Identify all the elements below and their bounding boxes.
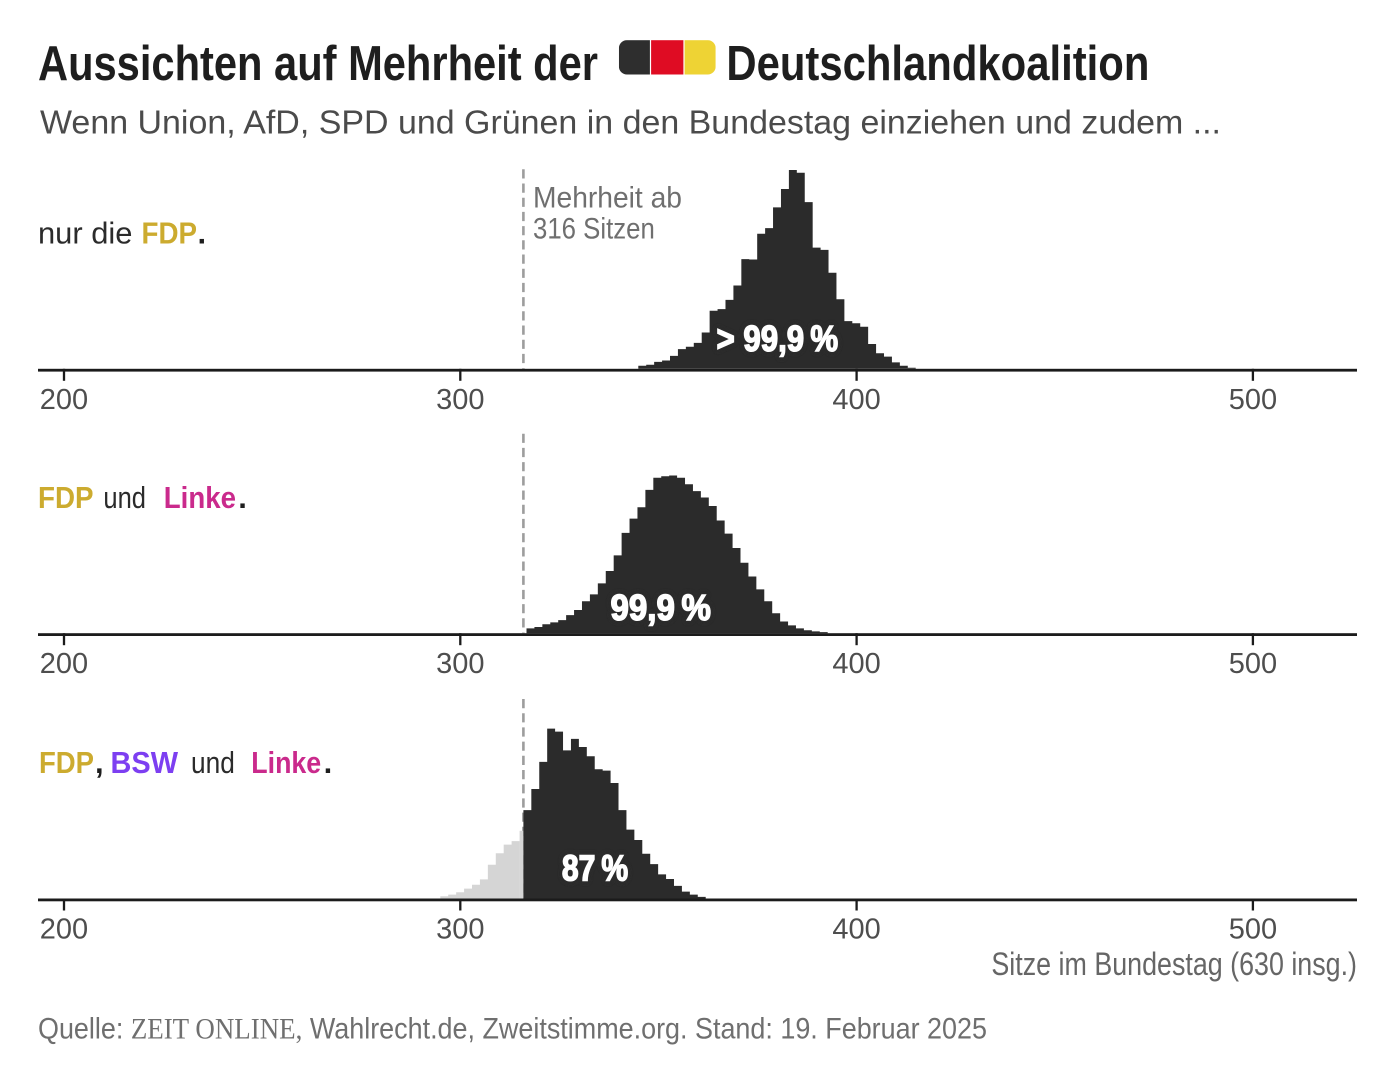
svg-text:.: . [198, 216, 207, 251]
svg-text:400: 400 [832, 384, 880, 416]
svg-text:200: 200 [40, 648, 88, 680]
svg-text:Quelle: ZEIT ONLINE, Wahlrecht: Quelle: ZEIT ONLINE, Wahlrecht.de, Zweit… [38, 1012, 987, 1045]
svg-text:FDP: FDP [142, 216, 198, 251]
svg-text:> 99,9 %: > 99,9 % [716, 318, 838, 359]
svg-text:Sitze im Bundestag (630 insg.): Sitze im Bundestag (630 insg.) [991, 946, 1357, 982]
svg-text:FDP: FDP [39, 745, 94, 780]
svg-text:87 %: 87 % [562, 848, 628, 889]
svg-text:400: 400 [832, 648, 880, 680]
svg-text:316 Sitzen: 316 Sitzen [533, 213, 655, 246]
svg-text:nur die: nur die [38, 216, 133, 251]
svg-text:Linke: Linke [164, 480, 236, 515]
svg-text:400: 400 [832, 914, 880, 946]
svg-text:300: 300 [436, 384, 484, 416]
svg-text:200: 200 [40, 914, 88, 946]
svg-text:Linke: Linke [251, 745, 321, 780]
svg-text:99,9 %: 99,9 % [611, 587, 711, 628]
svg-text:> 99,9 %: > 99,9 % [716, 318, 838, 359]
svg-text:,: , [95, 745, 104, 780]
svg-text:87 %: 87 % [562, 848, 628, 889]
svg-text:Deutschlandkoalition: Deutschlandkoalition [726, 37, 1149, 91]
svg-text:Mehrheit ab: Mehrheit ab [533, 182, 682, 215]
svg-text:BSW: BSW [111, 745, 179, 780]
svg-text:300: 300 [436, 648, 484, 680]
svg-text:200: 200 [40, 384, 88, 416]
svg-text:500: 500 [1229, 914, 1277, 946]
svg-text:Wenn Union, AfD, SPD und Grüne: Wenn Union, AfD, SPD und Grünen in den B… [40, 104, 1221, 141]
svg-text:Aussichten auf Mehrheit der: Aussichten auf Mehrheit der [38, 37, 598, 91]
svg-text:99,9 %: 99,9 % [611, 587, 711, 628]
svg-text:.: . [238, 480, 247, 515]
svg-text:.: . [324, 745, 333, 780]
svg-text:und: und [191, 745, 235, 780]
svg-text:300: 300 [436, 914, 484, 946]
svg-text:500: 500 [1229, 648, 1277, 680]
svg-text:FDP: FDP [38, 480, 94, 515]
svg-text:und: und [103, 480, 146, 515]
svg-text:500: 500 [1229, 384, 1277, 416]
